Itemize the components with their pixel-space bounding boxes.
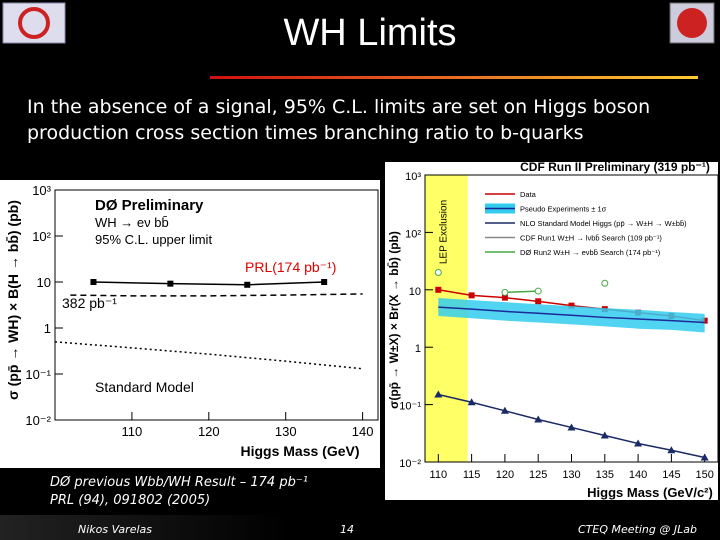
x-tick-label: 130 xyxy=(562,469,580,481)
series-line xyxy=(54,341,363,370)
y-axis-label: σ(pp̄ → W±X) × Br(X → bb̄) (pb) xyxy=(387,231,401,409)
y-tick-label: 10⁻² xyxy=(399,458,421,470)
marker xyxy=(90,279,97,285)
y-tick-label: 10⁻¹ xyxy=(25,367,51,382)
y-tick-label: 10² xyxy=(405,228,421,240)
marker xyxy=(434,390,443,398)
series-line xyxy=(93,281,325,286)
y-tick-label: 10² xyxy=(32,229,51,244)
series-line xyxy=(504,290,539,294)
y-axis-label: σ (pp̄ → WH) × B(H → bb̄) (pb) xyxy=(4,200,21,400)
legend-label: NLO Standard Model Higgs (pp̄ → W±H → W±… xyxy=(520,219,687,228)
chart-title: WH → eν bb̄ xyxy=(95,215,169,230)
slide-title: WH Limits xyxy=(283,12,457,54)
marker xyxy=(535,298,542,305)
series-label: 382 pb⁻¹ xyxy=(62,295,117,311)
marker xyxy=(501,294,508,301)
marker xyxy=(167,280,174,287)
chart-title: CDF Run II Preliminary (319 pb⁻¹) xyxy=(520,160,710,174)
series-line xyxy=(70,293,363,297)
marker xyxy=(468,292,475,299)
footer-author: Nikos Varelas xyxy=(78,523,152,536)
y-tick-label: 10³ xyxy=(32,183,51,198)
chart-title: 95% C.L. upper limit xyxy=(95,232,212,247)
y-tick-label: 10⁻¹ xyxy=(399,401,421,413)
x-tick-label: 150 xyxy=(696,469,714,481)
body-text: In the absence of a signal, 95% C.L. lim… xyxy=(27,96,651,144)
marker xyxy=(700,453,709,461)
plot-frame xyxy=(54,189,379,421)
marker xyxy=(534,287,542,295)
y-tick-label: 10 xyxy=(409,286,421,298)
series-line xyxy=(438,306,705,324)
marker xyxy=(568,302,575,309)
x-tick-label: 140 xyxy=(629,469,647,481)
series-label: PRL(174 pb⁻¹) xyxy=(245,259,336,275)
legend-label: DØ Run2 W±H → eνbb̄ Search (174 pb⁻¹) xyxy=(520,248,661,257)
legend-label: CDF Run1 W±H → lνbb̄ Search (109 pb⁻¹) xyxy=(520,234,662,243)
x-tick-label: 140 xyxy=(352,424,374,439)
marker xyxy=(634,439,643,447)
d0-logo-ring xyxy=(18,7,50,39)
note-line: DØ previous Wbb/WH Result – 174 pb⁻¹ xyxy=(50,475,308,490)
footer xyxy=(0,515,720,540)
y-tick-label: 10⁻² xyxy=(25,413,51,428)
y-tick-label: 1 xyxy=(415,343,421,355)
x-axis-label: Higgs Mass (GeV) xyxy=(240,443,359,459)
marker xyxy=(600,431,609,439)
title-rule xyxy=(210,76,698,79)
band-label: LEP Exclusion xyxy=(438,200,449,264)
marker xyxy=(435,286,442,293)
y-tick-label: 1 xyxy=(44,321,51,336)
chart-background xyxy=(0,180,380,468)
marker xyxy=(467,398,476,406)
x-tick-label: 145 xyxy=(662,469,680,481)
legend-label: Pseudo Experiments ± 1σ xyxy=(520,205,607,214)
marker xyxy=(534,415,543,423)
marker xyxy=(667,446,676,454)
marker xyxy=(321,279,328,285)
footer-page: 14 xyxy=(340,523,354,536)
chart-title: DØ Preliminary xyxy=(95,197,204,214)
x-axis-label: Higgs Mass (GeV/c²) xyxy=(587,485,713,500)
marker xyxy=(501,288,509,296)
x-tick-label: 110 xyxy=(430,469,448,481)
x-tick-label: 125 xyxy=(529,469,547,481)
y-tick-label: 10³ xyxy=(405,171,421,183)
marker xyxy=(500,406,509,414)
x-tick-label: 120 xyxy=(496,469,514,481)
marker xyxy=(434,269,442,277)
footer-event: CTEQ Meeting @ JLab xyxy=(578,523,697,536)
x-tick-label: 110 xyxy=(122,424,143,439)
series-label: Standard Model xyxy=(95,379,194,395)
x-tick-label: 130 xyxy=(275,424,297,439)
marker xyxy=(567,423,576,431)
plot-frame xyxy=(424,174,719,463)
exclusion-band xyxy=(425,175,468,462)
note: DØ previous Wbb/WH Result – 174 pb⁻¹ PRL … xyxy=(50,474,308,510)
marker xyxy=(244,281,251,288)
note-line: PRL (94), 091802 (2005) xyxy=(50,493,211,508)
x-tick-label: 115 xyxy=(463,469,481,481)
cdf-logo-mark xyxy=(677,8,707,38)
y-tick-label: 10 xyxy=(37,275,51,290)
x-tick-label: 135 xyxy=(596,469,614,481)
legend-label: Data xyxy=(520,190,537,199)
marker xyxy=(601,279,609,287)
x-tick-label: 120 xyxy=(198,424,220,439)
